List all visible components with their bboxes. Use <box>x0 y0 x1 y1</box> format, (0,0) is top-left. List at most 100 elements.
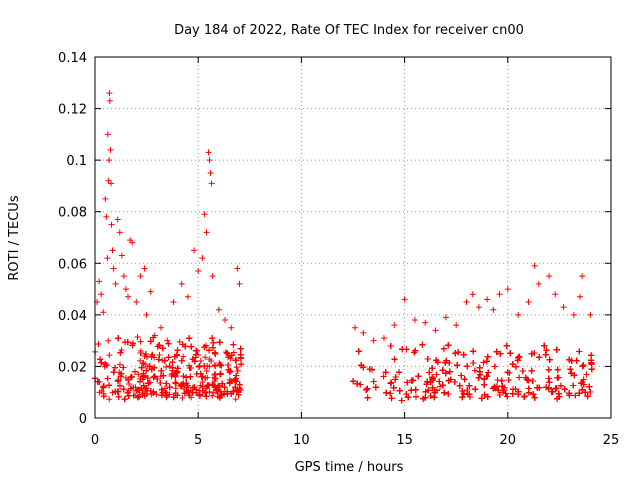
data-point <box>411 317 418 324</box>
data-point <box>531 394 538 401</box>
data-point <box>203 367 210 374</box>
data-point <box>197 358 204 365</box>
data-point <box>124 389 131 396</box>
data-point <box>472 386 479 393</box>
data-point <box>96 379 103 386</box>
data-point <box>528 367 535 374</box>
plot-frame <box>94 56 612 419</box>
data-point <box>100 393 107 400</box>
data-point <box>127 385 134 392</box>
data-point <box>125 293 132 300</box>
data-point <box>541 342 548 349</box>
data-point <box>552 291 559 298</box>
data-point <box>515 388 522 395</box>
x-axis-label: GPS time / hours <box>295 460 404 475</box>
data-point <box>531 262 538 269</box>
data-point <box>210 382 217 388</box>
data-point <box>470 360 477 367</box>
data-point <box>572 392 579 399</box>
data-point <box>221 391 228 398</box>
data-point <box>131 368 138 375</box>
data-point <box>109 247 116 254</box>
data-point <box>446 368 453 375</box>
data-point <box>166 362 173 369</box>
data-point <box>174 347 181 354</box>
data-point <box>458 372 465 379</box>
data-point <box>355 348 362 355</box>
data-point <box>545 375 552 382</box>
data-point <box>110 369 117 376</box>
data-point <box>475 374 482 381</box>
data-point <box>142 351 149 358</box>
data-point <box>481 376 488 383</box>
data-point <box>191 384 198 391</box>
data-point <box>392 376 399 383</box>
y-axis-label: ROTI / TECUs <box>7 195 22 280</box>
data-point <box>141 265 148 272</box>
data-point <box>111 364 118 371</box>
data-point <box>158 367 165 374</box>
data-point <box>459 394 466 401</box>
data-point <box>404 379 411 386</box>
data-point <box>203 229 210 236</box>
data-point <box>145 380 152 387</box>
data-point <box>456 382 463 389</box>
data-point <box>219 380 226 387</box>
data-point <box>191 247 198 254</box>
data-point <box>531 349 538 356</box>
data-point <box>587 311 594 318</box>
data-point <box>183 387 190 394</box>
data-point <box>179 394 186 401</box>
x-tick-label: 10 <box>293 433 310 448</box>
data-point <box>103 362 110 369</box>
data-point <box>360 329 367 336</box>
data-point <box>165 340 172 347</box>
data-point <box>187 365 194 372</box>
data-point <box>481 391 488 398</box>
data-point <box>412 386 419 393</box>
data-point <box>504 393 511 400</box>
data-point <box>228 324 235 331</box>
data-point <box>217 361 224 368</box>
data-point <box>577 293 584 300</box>
data-point <box>484 353 491 360</box>
data-point <box>202 390 209 397</box>
data-point <box>118 347 125 354</box>
data-point <box>115 377 122 384</box>
data-point <box>461 376 468 383</box>
data-point <box>176 338 183 345</box>
data-point <box>120 386 127 393</box>
data-point <box>557 382 564 389</box>
data-point <box>143 311 150 318</box>
data-point <box>106 382 113 389</box>
data-point <box>521 394 528 401</box>
data-point <box>396 387 403 394</box>
data-point <box>471 367 478 374</box>
data-point <box>172 379 179 386</box>
data-point <box>587 388 594 395</box>
data-point <box>570 382 577 389</box>
data-point <box>493 348 500 355</box>
data-point <box>372 384 379 391</box>
data-point <box>137 338 144 345</box>
data-point <box>100 384 107 391</box>
data-point <box>227 368 234 375</box>
data-point <box>570 311 577 318</box>
data-point <box>158 324 165 331</box>
data-point <box>383 389 390 396</box>
data-point <box>163 364 170 371</box>
data-point <box>545 366 552 373</box>
data-point <box>515 311 522 318</box>
data-point <box>410 377 417 384</box>
data-point <box>206 363 213 370</box>
data-point <box>109 389 116 396</box>
data-point <box>206 388 213 395</box>
data-point <box>126 381 133 388</box>
data-point <box>579 273 586 280</box>
x-tick-label: 5 <box>194 433 202 448</box>
data-point <box>571 372 578 379</box>
data-point <box>484 372 491 379</box>
data-point <box>424 356 431 363</box>
data-point <box>441 389 448 396</box>
data-point <box>129 239 136 246</box>
